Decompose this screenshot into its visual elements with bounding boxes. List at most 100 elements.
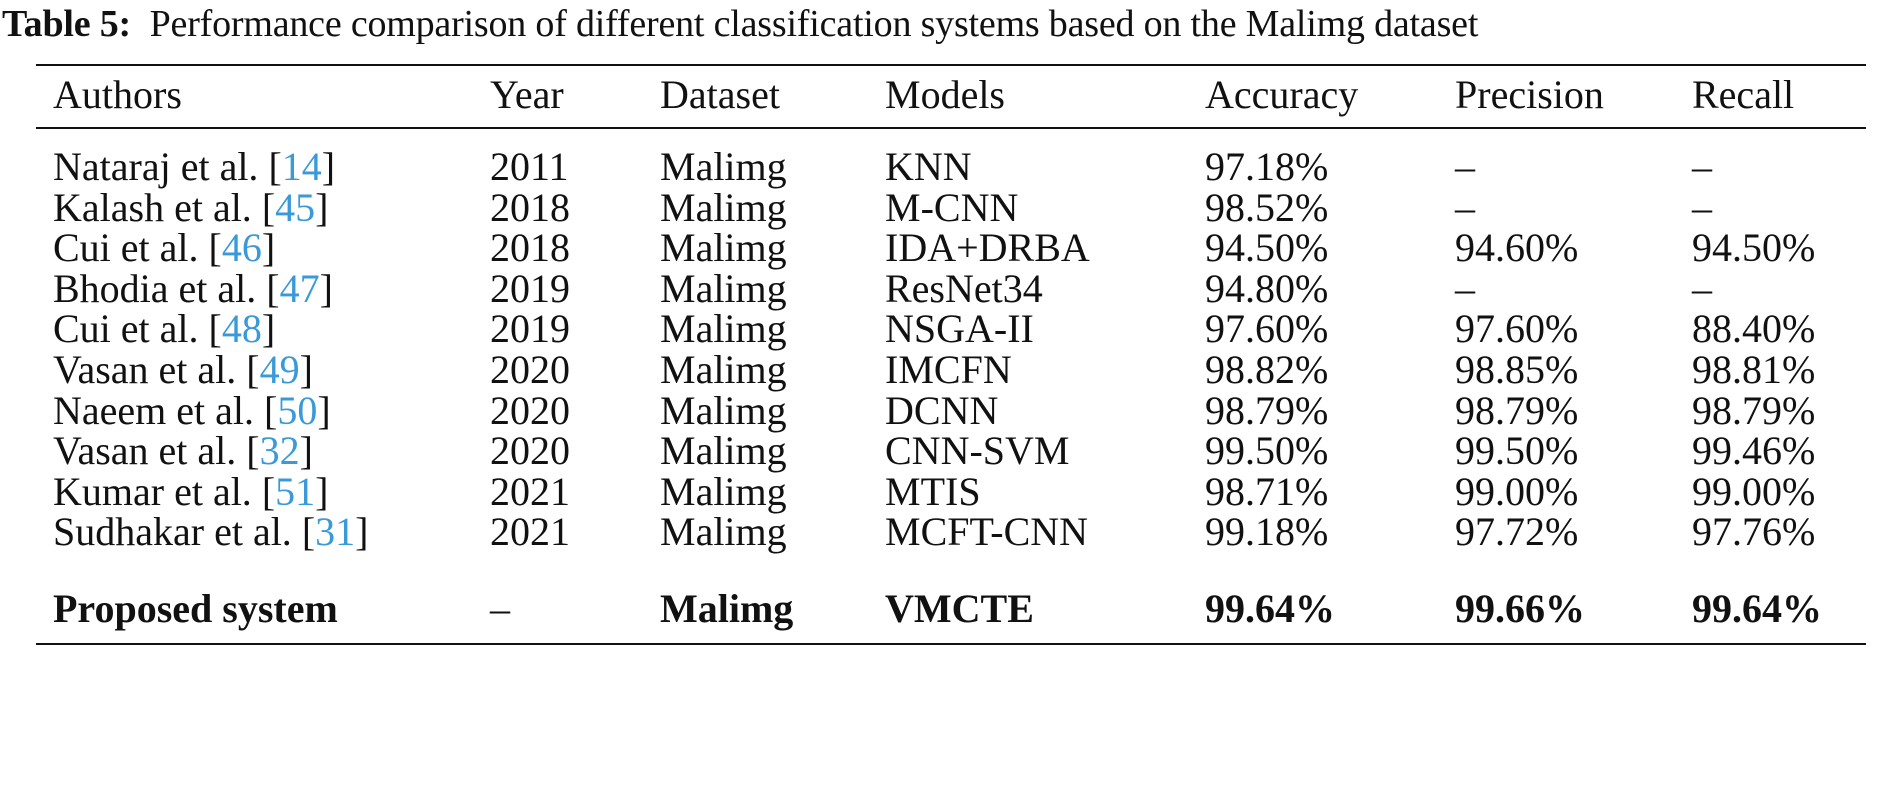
cell-author: Sudhakar et al. [31] [53, 509, 369, 555]
cell-accuracy: 98.52% [1205, 184, 1329, 230]
cell-accuracy: 98.82% [1205, 347, 1329, 392]
cell-year: 2021 [490, 468, 570, 514]
citation-link[interactable]: 32 [259, 428, 300, 474]
cell-accuracy: 99.64% [1205, 586, 1335, 631]
cell-accuracy: 97.60% [1205, 306, 1329, 352]
table-caption: Table 5: Performance comparison of diffe… [2, 2, 1478, 46]
cell-recall: 99.64% [1692, 586, 1822, 631]
cell-year: 2020 [490, 428, 570, 474]
cell-year: – [490, 586, 510, 631]
citation-link[interactable]: 31 [315, 509, 356, 555]
author-name: Cui et al. [53, 306, 199, 352]
cell-author: Nataraj et al. [14] [53, 144, 336, 189]
header-dataset: Dataset [660, 72, 780, 117]
cell-recall: – [1692, 144, 1712, 189]
author-name: Sudhakar et al. [53, 509, 292, 555]
cell-author: Cui et al. [48] [53, 306, 276, 352]
author-name: Vasan et al. [53, 428, 237, 474]
cell-precision: – [1455, 144, 1475, 189]
citation-link[interactable]: 47 [279, 265, 320, 311]
cell-dataset: Malimg [660, 265, 787, 311]
table-row: Cui et al. [48] 2019 Malimg NSGA-II 97.60% 97… [0, 309, 1900, 349]
citation-link[interactable]: 45 [275, 184, 316, 230]
cell-precision: – [1455, 184, 1475, 230]
cell-precision: 97.60% [1455, 306, 1579, 352]
cell-precision: 99.50% [1455, 428, 1579, 474]
cell-recall: 98.79% [1692, 387, 1816, 433]
header-year: Year [490, 72, 564, 117]
cell-recall: 88.40% [1692, 306, 1816, 352]
cell-recall: 99.00% [1692, 468, 1816, 514]
cell-model: IMCFN [885, 347, 1012, 392]
citation-link[interactable]: 14 [281, 144, 322, 189]
table-row: Vasan et al. [32] 2020 Malimg CNN-SVM 99.50%… [0, 431, 1900, 471]
header-models: Models [885, 72, 1005, 117]
cell-precision: 98.79% [1455, 387, 1579, 433]
cell-model: NSGA-II [885, 306, 1034, 352]
citation-link[interactable]: 46 [221, 225, 262, 271]
bottom-rule [36, 643, 1866, 645]
cell-accuracy: 94.80% [1205, 265, 1329, 311]
cell-recall: 99.46% [1692, 428, 1816, 474]
cell-recall: 94.50% [1692, 225, 1816, 271]
author-name: Bhodia et al. [53, 265, 257, 311]
cell-author: Kalash et al. [45] [53, 184, 329, 230]
author-name: Naeem et al. [53, 387, 254, 433]
author-name: Vasan et al. [53, 347, 237, 392]
table-row: Nataraj et al. [14] 2011 Malimg KNN 97.18% – – [0, 147, 1900, 187]
cell-dataset: Malimg [660, 347, 787, 392]
cell-year: 2019 [490, 265, 570, 311]
table-row: Sudhakar et al. [31] 2021 Malimg MCFT-CNN 99… [0, 512, 1900, 552]
cell-model: ResNet34 [885, 265, 1043, 311]
cell-model: DCNN [885, 387, 999, 433]
cell-dataset: Malimg [660, 184, 787, 230]
table-row: Vasan et al. [49] 2020 Malimg IMCFN 98.82% 98… [0, 350, 1900, 390]
top-rule [36, 64, 1866, 66]
cell-precision: 97.72% [1455, 509, 1579, 555]
cell-precision: 99.00% [1455, 468, 1579, 514]
caption-label: Table 5: [2, 3, 131, 45]
author-name: Nataraj et al. [53, 144, 259, 189]
cell-recall: – [1692, 265, 1712, 311]
cell-author: Vasan et al. [49] [53, 347, 313, 392]
cell-precision: 99.66% [1455, 586, 1585, 631]
cell-author: Naeem et al. [50] [53, 387, 331, 433]
citation-link[interactable]: 51 [275, 468, 316, 514]
author-name: Kumar et al. [53, 468, 252, 514]
cell-year: 2020 [490, 347, 570, 392]
author-name: Kalash et al. [53, 184, 252, 230]
cell-dataset: Malimg [660, 144, 787, 189]
caption-text: Performance comparison of different clas… [149, 3, 1479, 45]
cell-model: MCFT-CNN [885, 509, 1089, 555]
cell-model: VMCTE [885, 586, 1034, 631]
table-row: Kalash et al. [45] 2018 Malimg M-CNN 98.52% –… [0, 184, 1900, 230]
cell-year: 2018 [490, 225, 570, 271]
citation-link[interactable]: 50 [277, 387, 318, 433]
cell-year: 2018 [490, 184, 570, 230]
cell-dataset: Malimg [660, 387, 787, 433]
cell-precision: – [1455, 265, 1475, 311]
cell-recall: 98.81% [1692, 347, 1816, 392]
cell-author: Proposed system [53, 586, 338, 631]
cell-dataset: Malimg [660, 306, 787, 352]
table-row: Naeem et al. [50] 2020 Malimg DCNN 98.79% 98.… [0, 387, 1900, 433]
table-row: Bhodia et al. [47] 2019 Malimg ResNet34 94.8… [0, 265, 1900, 311]
header-precision: Precision [1455, 72, 1604, 117]
cell-model: CNN-SVM [885, 428, 1070, 474]
cell-model: M-CNN [885, 184, 1019, 230]
cell-model: MTIS [885, 468, 981, 514]
cell-author: Bhodia et al. [47] [53, 265, 333, 311]
cell-dataset: Malimg [660, 509, 787, 555]
cell-accuracy: 98.71% [1205, 468, 1329, 514]
cell-accuracy: 99.50% [1205, 428, 1329, 474]
cell-recall: 97.76% [1692, 509, 1816, 555]
citation-link[interactable]: 49 [259, 347, 300, 392]
cell-year: 2021 [490, 509, 570, 555]
cell-precision: 94.60% [1455, 225, 1579, 271]
table-row: Cui et al. [46] 2018 Malimg IDA+DRBA 94.50% 9… [0, 228, 1900, 268]
citation-link[interactable]: 48 [221, 306, 262, 352]
cell-accuracy: 99.18% [1205, 509, 1329, 555]
table-row: Kumar et al. [51] 2021 Malimg MTIS 98.71% 99.… [0, 468, 1900, 514]
cell-author: Vasan et al. [32] [53, 428, 313, 474]
cell-accuracy: 98.79% [1205, 387, 1329, 433]
